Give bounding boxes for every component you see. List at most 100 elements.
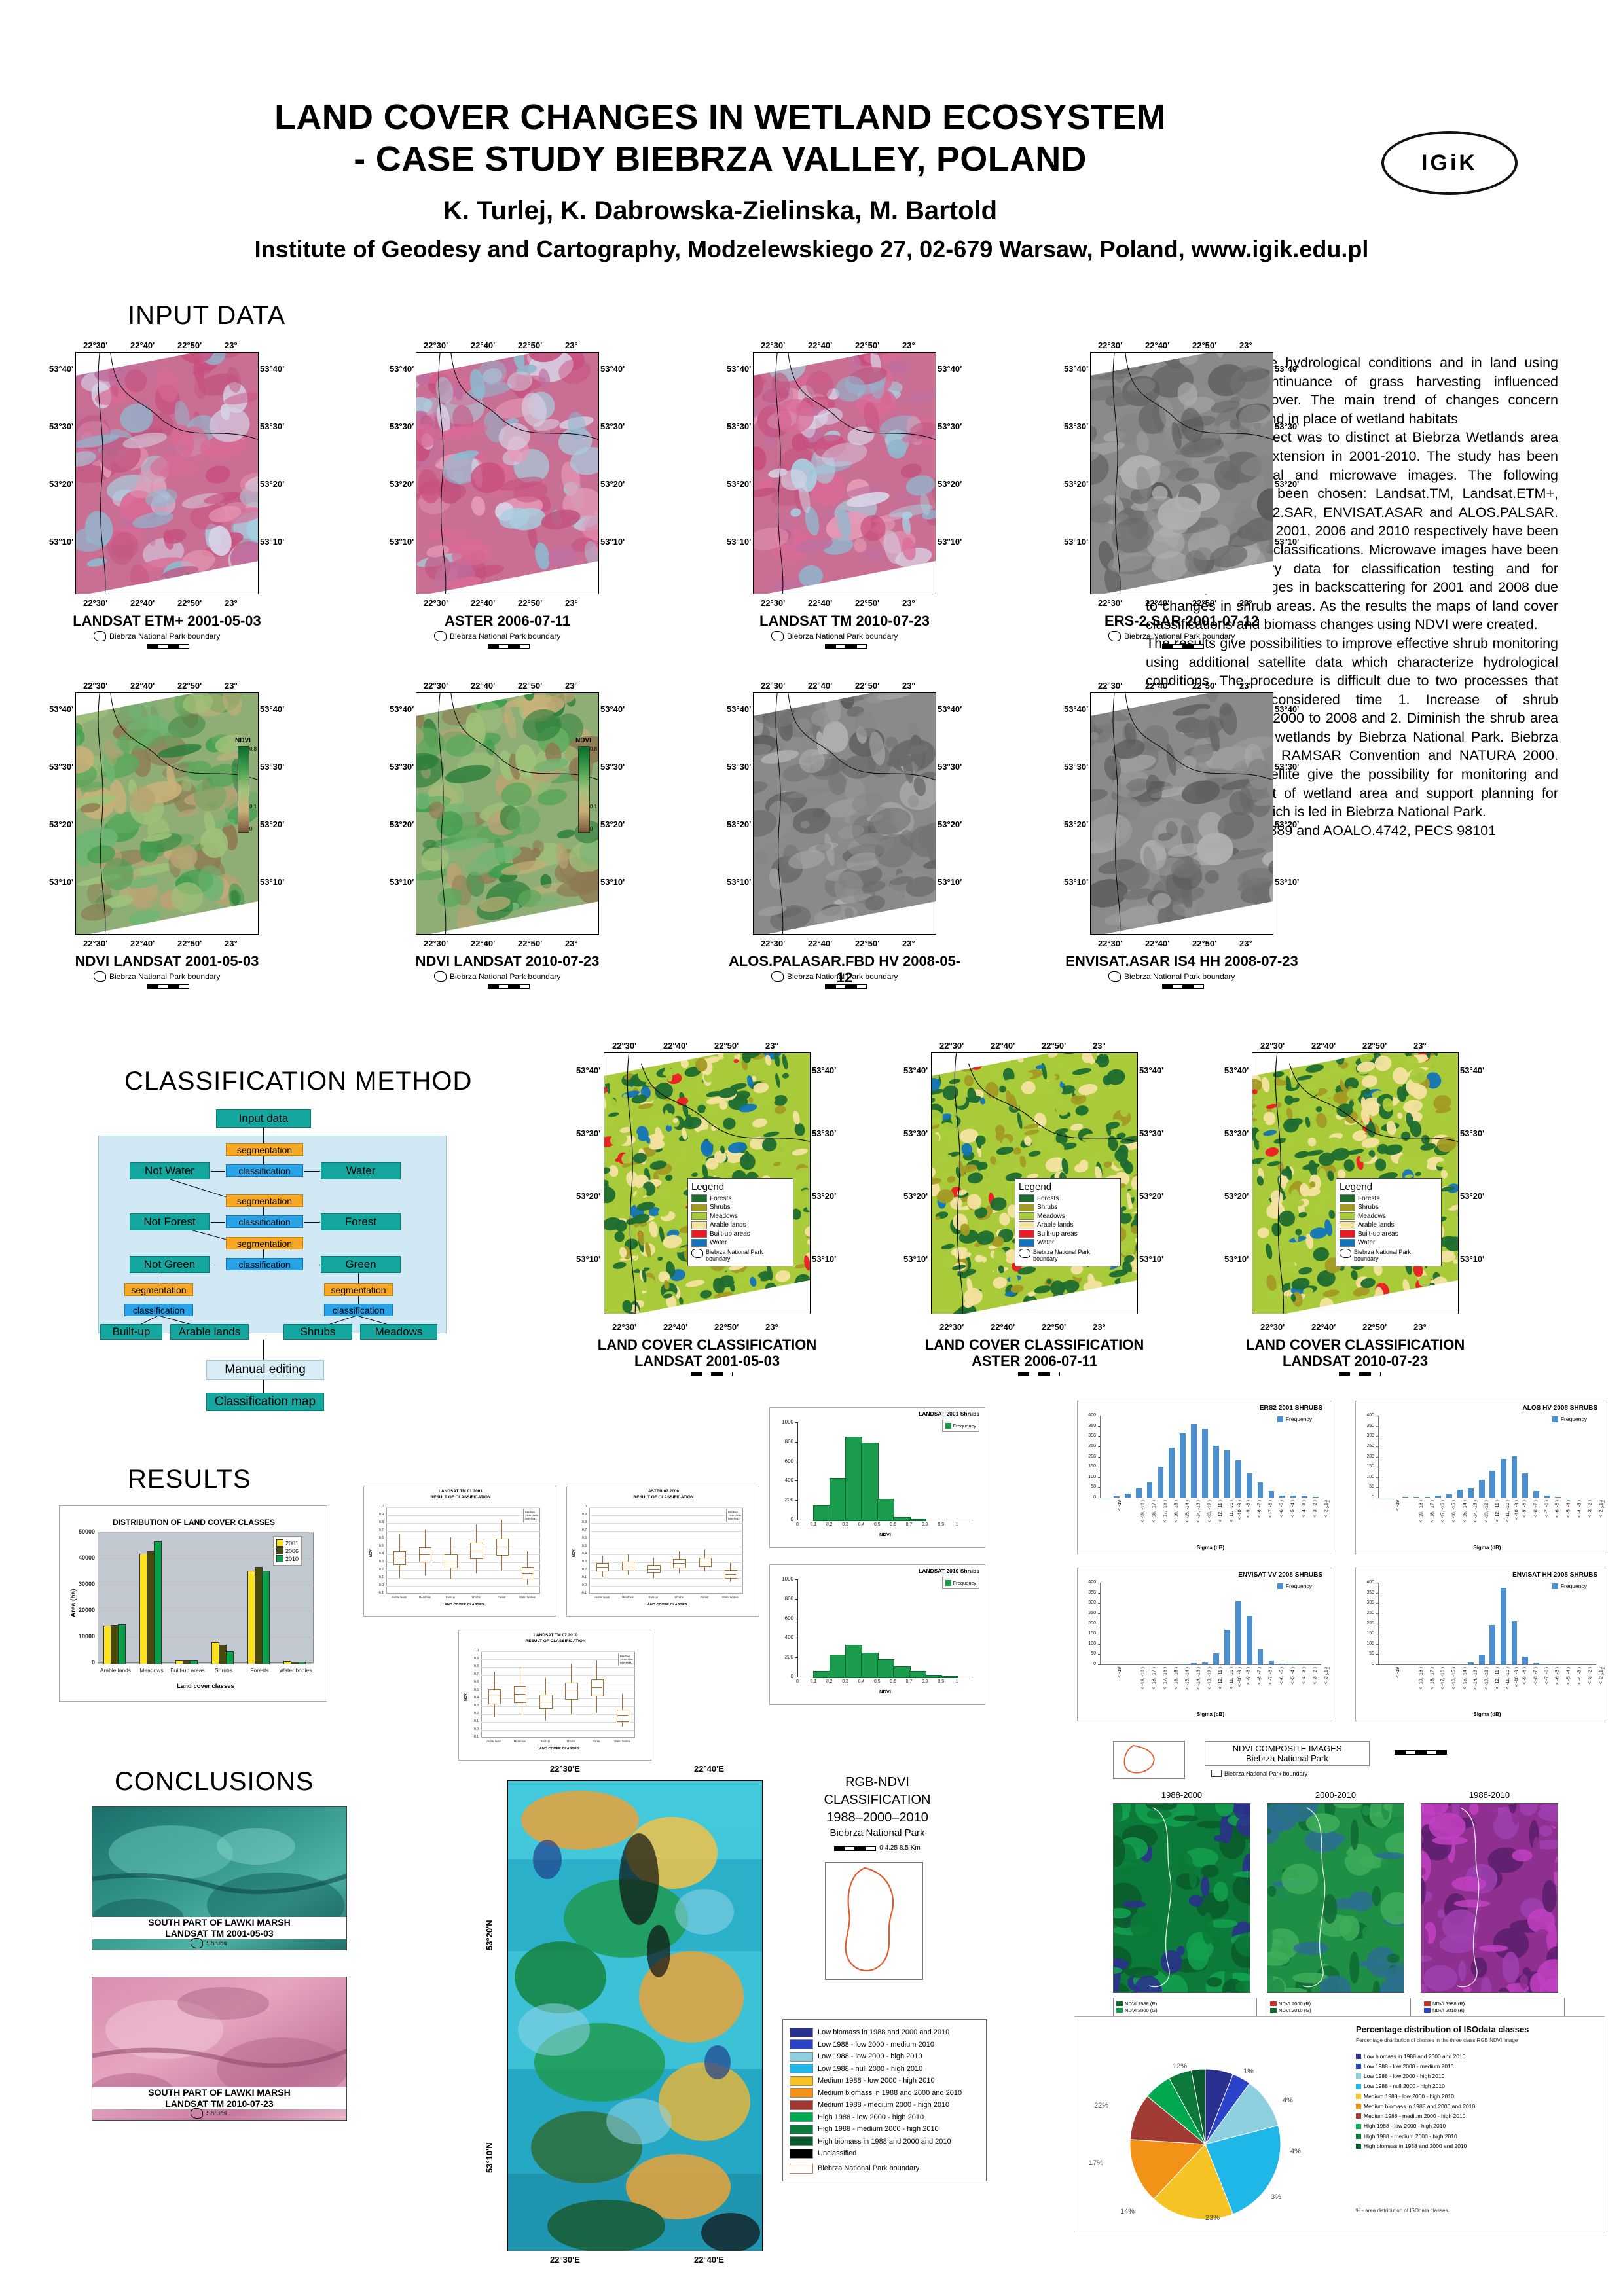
clsmap-lon-tick-top: 22°30' (1260, 1041, 1285, 1050)
y-tick-mark (795, 1579, 798, 1580)
x-tick-label: < -16, -15 ) (1451, 1667, 1457, 1690)
legend-swatch-icon (1340, 1230, 1355, 1238)
flow-classification-map: Classification map (206, 1393, 324, 1411)
map-lon-tick-bottom: 22°30' (1098, 939, 1123, 948)
map-lat-tick-left: 53°10' (727, 537, 752, 547)
y-tick-label: 1000 (782, 1419, 793, 1425)
map-lon-tick-top: 22°40' (808, 681, 833, 691)
clsmap-lon-tick-bottom: 23° (1093, 1322, 1106, 1332)
flow-manual-editing: Manual editing (206, 1360, 324, 1380)
x-tick-label: Water bodies (279, 1667, 312, 1674)
legend-swatch-icon (1019, 1230, 1034, 1238)
y-gridline (589, 1578, 743, 1579)
y-tick-mark (1098, 1603, 1101, 1604)
map-boundary-legend: Biebrza National Park boundary (1108, 971, 1235, 982)
composite-panel-label: 1988-2010 (1468, 1790, 1510, 1800)
y-tick-label: 0.7 (474, 1672, 479, 1676)
x-tick-label: < -17, -16 ) (1440, 1667, 1446, 1690)
flow-forest: Forest (321, 1213, 401, 1230)
y-tick-label: 250 (1366, 1443, 1374, 1448)
map-lon-tick-top: 22°40' (1145, 340, 1170, 350)
x-tick-label: > -1 (1600, 1667, 1605, 1676)
map-lon-tick-top: 22°40' (130, 681, 155, 691)
map-lat-tick-left: 53°30' (1064, 762, 1089, 772)
arrow-manual-to-map (263, 1380, 264, 1393)
x-tick-label: < -19, -18 ) (1419, 1500, 1424, 1523)
y-gridline (589, 1586, 743, 1587)
map-lat-tick-left: 53°10' (1064, 877, 1089, 887)
classification-flowchart: Input data segmentation classification N… (98, 1106, 517, 1414)
map-lon-tick-bottom: 22°30' (761, 939, 786, 948)
map-lon-tick-top: 23° (565, 681, 578, 691)
pie-legend-item: High 1988 - medium 2000 - high 2010 (1356, 2132, 1598, 2141)
title-line-2: - CASE STUDY BIEBRZA VALLEY, POLAND (354, 139, 1087, 179)
legend-item: Median (620, 1655, 633, 1658)
y-tick-mark (1098, 1664, 1101, 1665)
x-tick-label: 0.9 (938, 1679, 945, 1684)
map-lon-tick-top: 22°50' (855, 340, 880, 350)
map-lat-tick-right: 53°30' (260, 422, 285, 431)
chart-legend: Frequency (1277, 1583, 1312, 1589)
y-axis-label: Area (ha) (70, 1588, 77, 1617)
y-tick-label: 250 (1088, 1443, 1096, 1448)
pie-legend-swatch-icon (1356, 2144, 1361, 2149)
y-tick-mark (1376, 1613, 1379, 1614)
legend-item: Median (728, 1511, 741, 1514)
map-lon-tick-bottom: 22°30' (424, 598, 448, 608)
x-tick-label: < -6, -5 ) (1279, 1667, 1285, 1685)
boxplot-box (488, 1689, 501, 1705)
legend-label: 25%-75% (620, 1658, 633, 1661)
flow-segmentation-5: segmentation (324, 1283, 393, 1296)
classification-legend-boundary-row: Biebrza National Park boundary (1340, 1248, 1438, 1263)
x-tick-label: < -4, -3 ) (1577, 1667, 1582, 1685)
x-tick-label: Built-up areas (170, 1667, 205, 1674)
x-tick-label: < -3, -2 ) (1313, 1500, 1318, 1518)
legend-boundary-line2: boundary (706, 1255, 731, 1262)
arrow-cls1-to-notwater (211, 1171, 225, 1172)
y-gridline (98, 1558, 314, 1559)
y-tick-label: 350 (1366, 1423, 1374, 1428)
flow-not-forest: Not Forest (130, 1213, 210, 1230)
map-lat-tick-right: 53°10' (1275, 537, 1300, 547)
y-gridline (589, 1554, 743, 1555)
map-lon-tick-top: 23° (565, 340, 578, 350)
clsmap-lon-tick-bottom: 22°40' (991, 1322, 1015, 1332)
y-tick-label: 0.5 (379, 1544, 384, 1548)
pie-slice-label: 4% (1283, 2096, 1293, 2104)
y-gridline (386, 1531, 540, 1532)
histogram-bar (1555, 1497, 1561, 1498)
y-tick-label: 200 (784, 1497, 793, 1503)
legend-label: Frequency (1560, 1583, 1587, 1589)
y-tick-label: 800 (784, 1438, 793, 1444)
ndvi-legend-row: High 1988 - medium 2000 - high 2010 (790, 2124, 979, 2134)
map-lon-tick-bottom: 23° (1239, 598, 1252, 608)
flow-arable-lands: Arable lands (170, 1324, 249, 1340)
rgb-map-lon-right: 22°40'E (694, 1764, 724, 1774)
histogram-bar (829, 1477, 847, 1521)
x-tick-label: < -12, -11 ) (1218, 1667, 1223, 1689)
y-tick-label: 100 (1366, 1641, 1374, 1646)
map-lon-tick-top: 23° (225, 340, 238, 350)
boxplot-box (521, 1567, 535, 1579)
y-tick-mark (1376, 1487, 1379, 1488)
x-tick-label: 0 (796, 1522, 799, 1527)
y-tick-mark (795, 1500, 798, 1501)
pie-legend-label: Low biomass in 1988 and 2000 and 2010 (1364, 2053, 1466, 2060)
classification-legend-row: Forests (1340, 1194, 1438, 1202)
igik-logo: IGiK (1381, 131, 1518, 195)
pie-legend-label: Low 1988 - low 2000 - high 2010 (1364, 2073, 1445, 2079)
pie-legend-item: Low biomass in 1988 and 2000 and 2010 (1356, 2053, 1598, 2061)
map-lon-tick-top: 22°40' (471, 340, 496, 350)
x-tick-label: < -10, -9 ) (1237, 1500, 1243, 1520)
input-map-8: 22°30' 22°40' 22°50' 23° 53°40' 53°40' 53°30' 5… (1064, 681, 1300, 1008)
clsmap-title-line2: LANDSAT 2001-05-03 (634, 1353, 780, 1370)
pie-legend-item: Low 1988 - low 2000 - medium 2010 (1356, 2062, 1598, 2071)
map-lon-tick-bottom: 22°40' (130, 598, 155, 608)
clsmap-lon-tick-top: 22°30' (612, 1041, 637, 1050)
x-tick-label: < -5, -4 ) (1290, 1667, 1296, 1685)
pie-legend-swatch-icon (1356, 2133, 1361, 2139)
x-axis-label: Sigma (dB) (1196, 1712, 1225, 1717)
pie-legend-swatch-icon (1356, 2073, 1361, 2079)
y-tick-label: 0.3 (379, 1560, 384, 1564)
y-tick-mark (795, 1598, 798, 1600)
